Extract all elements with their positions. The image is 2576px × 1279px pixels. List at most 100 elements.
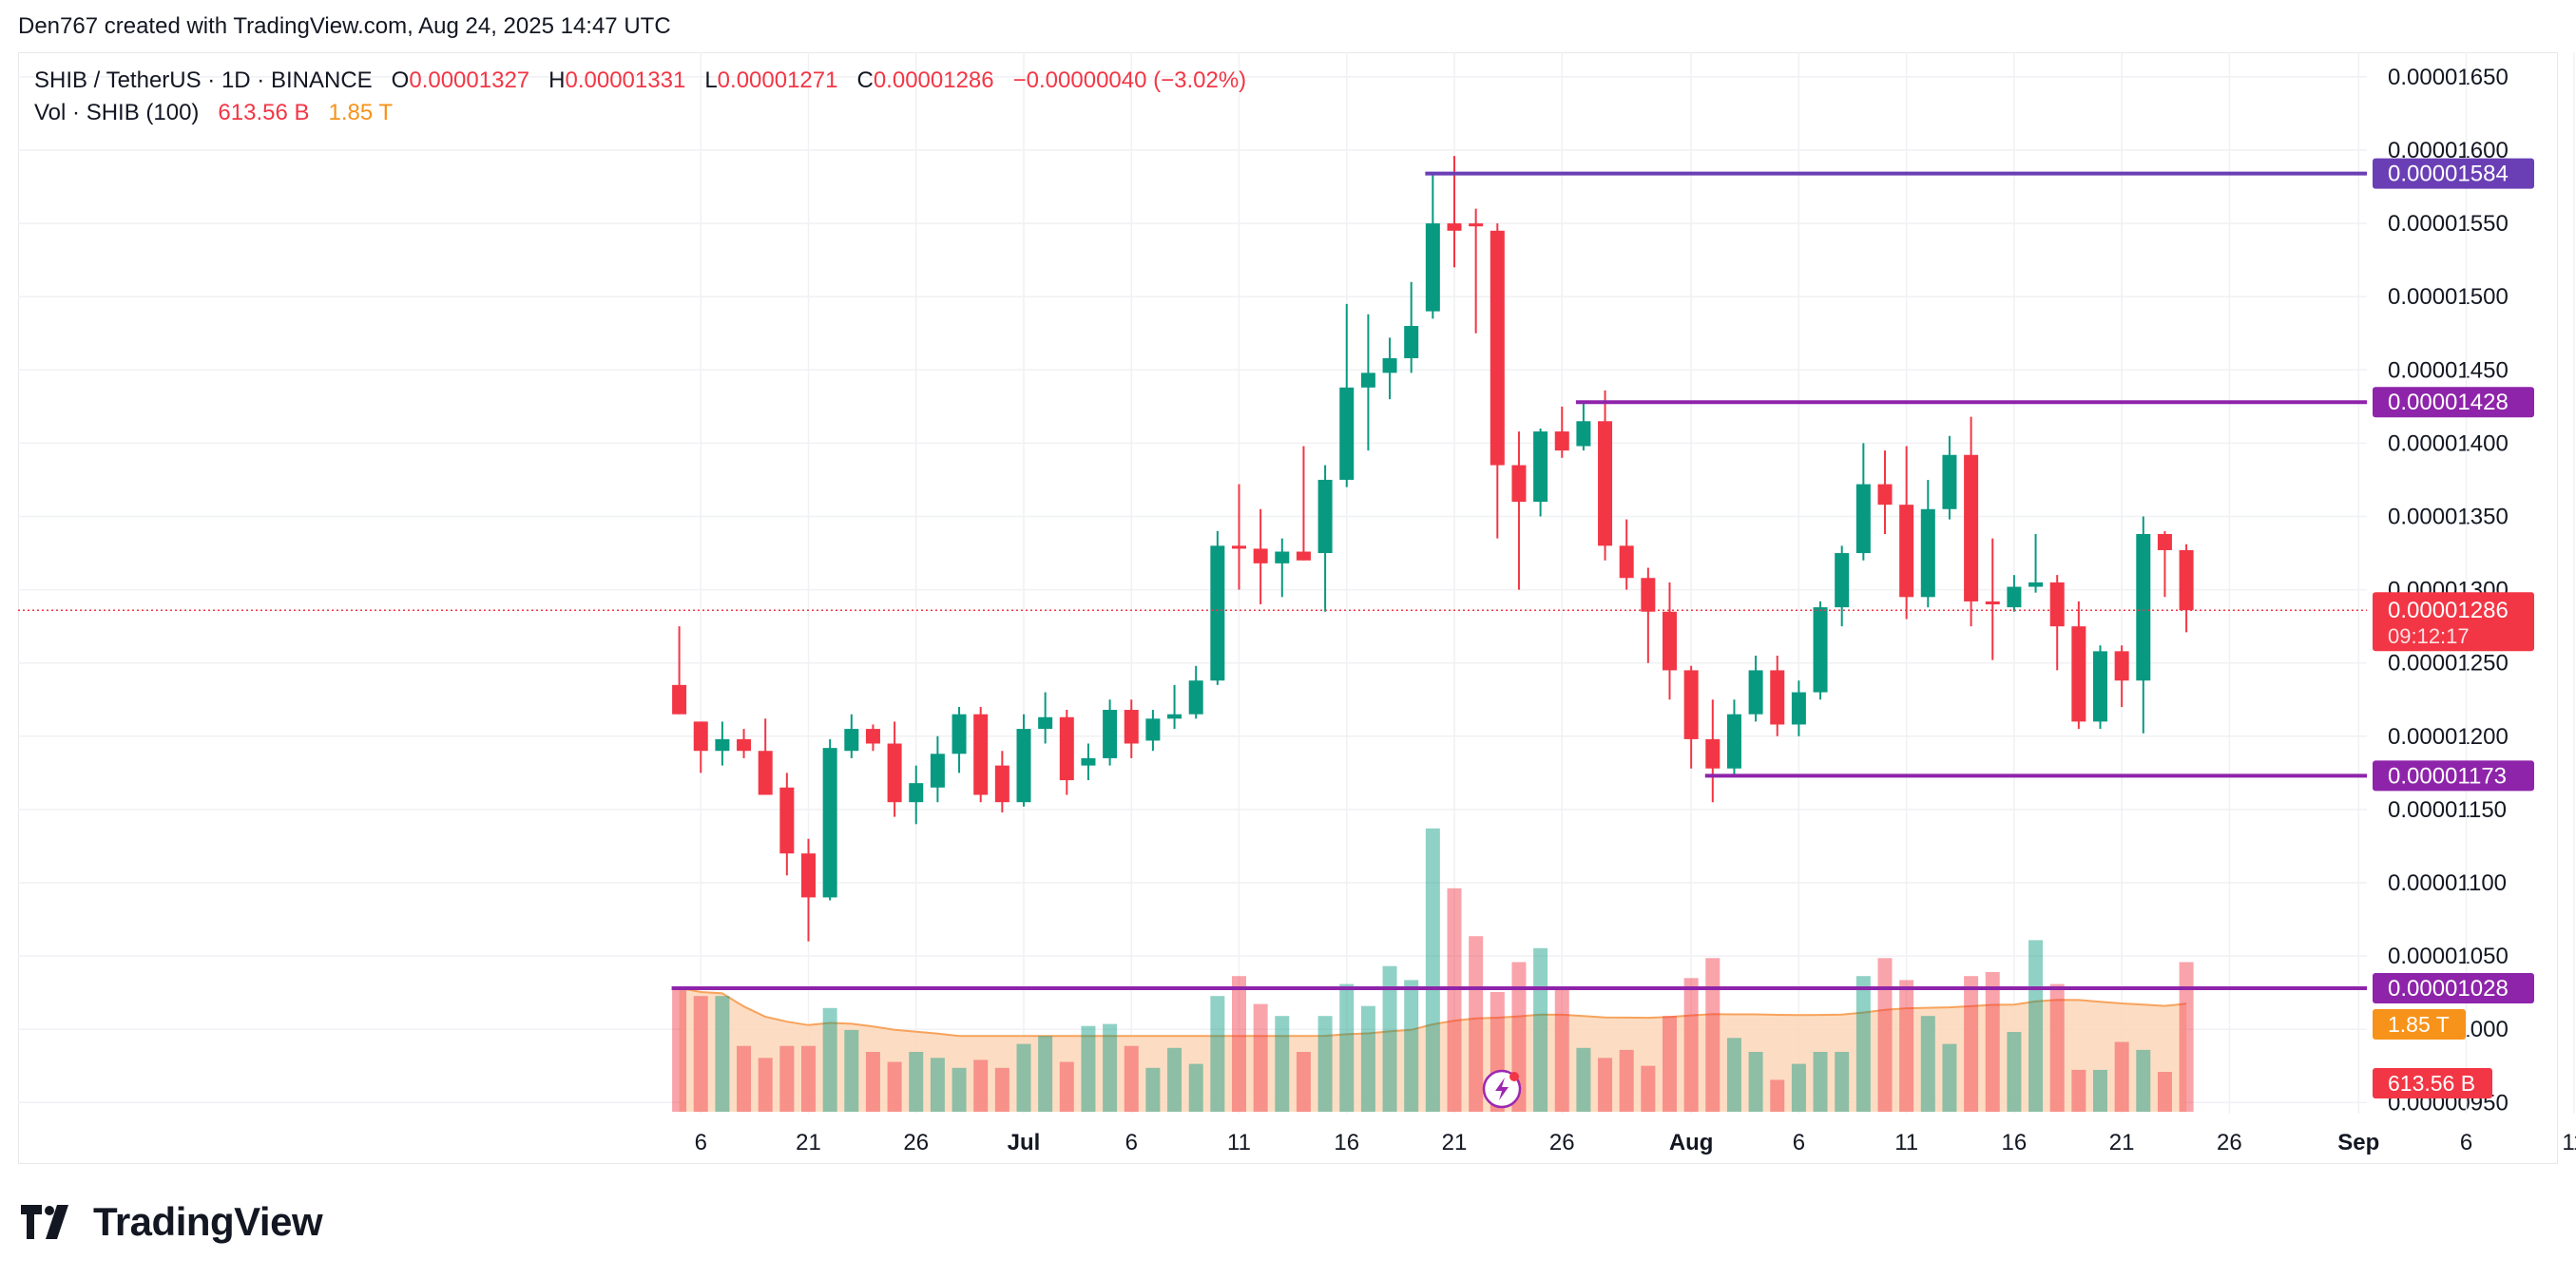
candle-body[interactable] [1726,714,1741,769]
candle-body[interactable] [1770,670,1785,725]
candle-body[interactable] [1791,692,1806,725]
last-price-tag-label: 0.00001286 [2388,598,2509,623]
legend-open: 0.00001327 [409,67,530,93]
candle-body[interactable] [952,714,967,754]
candle-body[interactable] [822,748,837,898]
candle-body[interactable] [1404,326,1419,358]
candle-body[interactable] [1877,484,1893,506]
lightning-icon[interactable] [1482,1069,1522,1109]
candle-body[interactable] [1855,484,1871,554]
legend-volume-label[interactable]: Vol · SHIB (100) [34,100,200,125]
volume-bar [1124,1045,1139,1112]
candle-body[interactable] [1382,357,1397,373]
candle-body[interactable] [1533,431,1548,503]
candle-body[interactable] [1038,716,1053,730]
candle-body[interactable] [1964,454,1979,601]
y-axis-tick-label: 0.00001100 [2388,870,2507,896]
candle-body[interactable] [844,729,859,752]
x-axis-tick-label: 6 [2460,1130,2472,1155]
candle-body[interactable] [1920,508,1935,598]
candle-body[interactable] [737,738,752,752]
candle-body[interactable] [1813,607,1828,693]
candle-body[interactable] [1705,738,1721,769]
candle-body[interactable] [1469,223,1484,227]
candle-body[interactable] [2179,549,2194,611]
candle-body[interactable] [994,765,1009,803]
volume-bar [1081,1025,1096,1112]
price-chart[interactable]: 0.000016500.000016000.000015500.00001500… [0,0,2576,1169]
candle-body[interactable] [1339,387,1355,480]
legend-close: 0.00001286 [873,67,994,93]
candle-body[interactable] [715,738,730,752]
tradingview-logo[interactable]: TradingView [21,1199,323,1245]
volume-bar [1663,1016,1677,1112]
volume-bar [1232,976,1246,1112]
x-axis-tick-label: 6 [1793,1130,1805,1155]
candle-body[interactable] [1081,757,1096,766]
candle-body[interactable] [1985,601,2000,605]
candle-body[interactable] [1835,553,1850,608]
candle-body[interactable] [1232,545,1246,549]
candle-body[interactable] [1641,578,1656,612]
candle-body[interactable] [887,743,902,803]
candle-body[interactable] [1683,670,1699,739]
candle-body[interactable] [1188,680,1203,715]
candle-body[interactable] [1296,551,1311,561]
candle-body[interactable] [1016,729,1031,803]
volume-bar [2007,1032,2022,1112]
candle-body[interactable] [1663,611,1677,671]
candle-body[interactable] [1124,710,1139,744]
candle-body[interactable] [693,721,708,752]
volume-ma-line [679,986,2187,1038]
candle-body[interactable] [1899,505,1914,598]
candle-body[interactable] [1253,548,1268,563]
volume-bar [2071,1069,2086,1112]
candle-body[interactable] [1598,421,1613,546]
candle-body[interactable] [2049,582,2065,627]
candle-body[interactable] [1167,714,1182,719]
candle-body[interactable] [2114,651,2129,681]
candle-body[interactable] [1554,431,1569,451]
chart-frame [18,52,2558,1164]
candle-body[interactable] [801,853,816,898]
candle-body[interactable] [1748,670,1763,715]
candle-body[interactable] [1360,372,1375,388]
candle-body[interactable] [973,714,989,795]
candle-body[interactable] [2071,626,2086,722]
candle-body[interactable] [2136,534,2151,681]
candle-body[interactable] [1942,454,1957,509]
candle-body[interactable] [2157,534,2172,550]
volume-bar [2114,1041,2129,1112]
candle-body[interactable] [1275,551,1290,563]
volume-axis-tag-label: 613.56 B [2388,1071,2475,1096]
candle-body[interactable] [1317,479,1333,554]
candle-body[interactable] [909,783,924,803]
tradingview-wordmark: TradingView [93,1199,323,1244]
candle-body[interactable] [1145,718,1161,741]
candle-body[interactable] [758,751,773,795]
candle-body[interactable] [1059,716,1074,781]
volume-bar [1382,965,1397,1112]
candle-body[interactable] [2028,582,2044,587]
candle-body[interactable] [865,729,880,744]
volume-bar [672,987,687,1112]
horizontal-level-tag [2373,387,2534,418]
candle-body[interactable] [1490,230,1505,466]
legend-high-label: H [548,67,566,93]
candle-body[interactable] [1619,545,1634,579]
candle-body[interactable] [1210,545,1225,681]
legend-symbol[interactable]: SHIB / TetherUS · 1D · BINANCE [34,67,373,93]
candle-body[interactable] [1576,421,1591,447]
candle-body[interactable] [672,684,687,715]
candle-body[interactable] [1447,223,1462,231]
candle-body[interactable] [1425,223,1440,312]
candle-body[interactable] [2007,586,2022,608]
volume-bar [2179,962,2194,1112]
chart-legend: SHIB / TetherUS · 1D · BINANCE O0.000013… [34,65,1246,129]
candle-body[interactable] [2093,651,2107,722]
candle-body[interactable] [1103,710,1118,758]
candle-body[interactable] [1511,465,1527,503]
candle-body[interactable] [779,787,795,854]
candle-body[interactable] [930,754,945,788]
volume-bar [1598,1058,1613,1112]
